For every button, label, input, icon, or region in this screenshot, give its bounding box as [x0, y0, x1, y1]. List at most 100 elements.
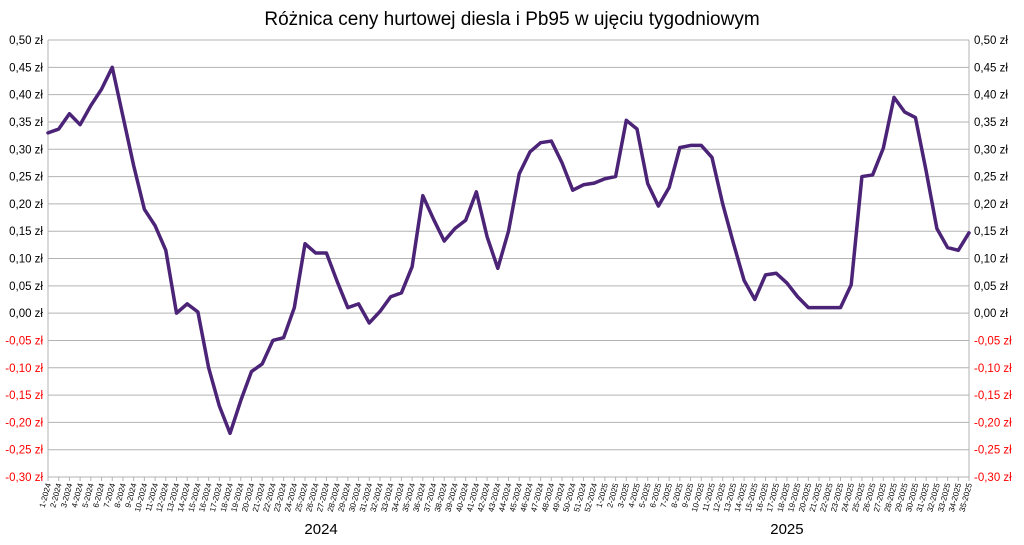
data-point [400, 291, 403, 294]
data-point [68, 112, 71, 115]
data-point [732, 242, 735, 245]
data-point [271, 339, 274, 342]
y-tick-label-right: -0,20 zł [974, 417, 1012, 429]
data-point [143, 208, 146, 211]
y-tick-label-right: 0,45 zł [974, 62, 1008, 74]
data-point [57, 128, 60, 131]
y-tick-label-right: 0,40 zł [974, 90, 1008, 102]
data-point [378, 310, 381, 313]
data-point [336, 280, 339, 283]
data-point [700, 144, 703, 147]
y-tick-label-left: 0,00 zł [9, 308, 43, 320]
data-point [186, 302, 189, 305]
data-point [775, 272, 778, 275]
data-point [239, 399, 242, 402]
data-point [764, 273, 767, 276]
data-point [111, 66, 114, 69]
data-point [196, 311, 199, 314]
y-tick-label-right: 0,15 zł [974, 226, 1008, 238]
y-tick-label-right: 0,00 zł [974, 308, 1008, 320]
y-tick-label-left: -0,15 zł [5, 390, 43, 402]
data-point [925, 170, 928, 173]
data-point [582, 183, 585, 186]
y-tick-label-right: 0,50 zł [974, 35, 1008, 47]
data-point [903, 111, 906, 114]
data-point [850, 283, 853, 286]
data-point [796, 295, 799, 298]
data-point [935, 227, 938, 230]
data-point [218, 404, 221, 407]
y-tick-label-right: 0,05 zł [974, 281, 1008, 293]
data-point [807, 306, 810, 309]
data-point [785, 282, 788, 285]
y-tick-label-right: -0,30 zł [974, 472, 1012, 484]
y-tick-label-right: -0,25 zł [974, 445, 1012, 457]
year-label: 2024 [304, 521, 337, 538]
y-tick-label-right: 0,10 zł [974, 254, 1008, 266]
data-point [871, 173, 874, 176]
data-point [207, 366, 210, 369]
data-point [346, 306, 349, 309]
data-point [132, 164, 135, 167]
data-point [743, 279, 746, 282]
data-point [154, 224, 157, 227]
data-point [550, 140, 553, 143]
data-point [839, 306, 842, 309]
data-point [614, 175, 617, 178]
data-point [368, 321, 371, 324]
data-point [47, 131, 50, 134]
data-point [539, 141, 542, 144]
data-point [721, 202, 724, 205]
data-point [421, 194, 424, 197]
data-point [175, 312, 178, 315]
data-point [389, 295, 392, 298]
y-tick-label-left: 0,50 zł [9, 35, 43, 47]
data-point [860, 175, 863, 178]
year-label: 2025 [770, 521, 803, 538]
data-point [475, 190, 478, 193]
data-point [914, 116, 917, 119]
y-tick-label-right: -0,15 zł [974, 390, 1012, 402]
y-tick-label-left: 0,35 zł [9, 117, 43, 129]
data-point [261, 362, 264, 365]
data-point [304, 242, 307, 245]
y-tick-label-left: -0,30 zł [5, 472, 43, 484]
data-point [882, 147, 885, 150]
data-point [357, 302, 360, 305]
data-point [893, 96, 896, 99]
series-line [46, 65, 971, 436]
data-point [710, 156, 713, 159]
y-tick-label-left: 0,05 zł [9, 281, 43, 293]
data-point [625, 119, 628, 122]
data-point [486, 235, 489, 238]
y-tick-label-right: -0,10 zł [974, 363, 1012, 375]
data-point [657, 205, 660, 208]
data-point [561, 161, 564, 164]
data-point [636, 128, 639, 131]
y-tick-label-right: 0,35 zł [974, 117, 1008, 129]
y-tick-label-left: 0,15 zł [9, 226, 43, 238]
data-point [528, 150, 531, 153]
y-tick-label-right: 0,20 zł [974, 199, 1008, 211]
data-point [432, 218, 435, 221]
data-point [79, 123, 82, 126]
y-axis-left-ticks: 0,50 zł 0,45 zł 0,40 zł 0,35 zł 0,30 zł 0,25 … [5, 35, 43, 484]
data-point [968, 231, 971, 234]
data-point [518, 172, 521, 175]
y-tick-label-right: 0,25 zł [974, 172, 1008, 184]
y-tick-label-left: 0,20 zł [9, 199, 43, 211]
data-point [646, 182, 649, 185]
y-tick-label-left: -0,25 zł [5, 445, 43, 457]
data-point [443, 240, 446, 243]
data-point [89, 104, 92, 107]
data-point [314, 252, 317, 255]
y-tick-label-left: 0,25 zł [9, 172, 43, 184]
data-point [100, 88, 103, 91]
data-point [689, 144, 692, 147]
data-point [496, 267, 499, 270]
y-tick-label-right: 0,30 zł [974, 144, 1008, 156]
data-point [603, 177, 606, 180]
data-point [593, 182, 596, 185]
data-point [464, 219, 467, 222]
